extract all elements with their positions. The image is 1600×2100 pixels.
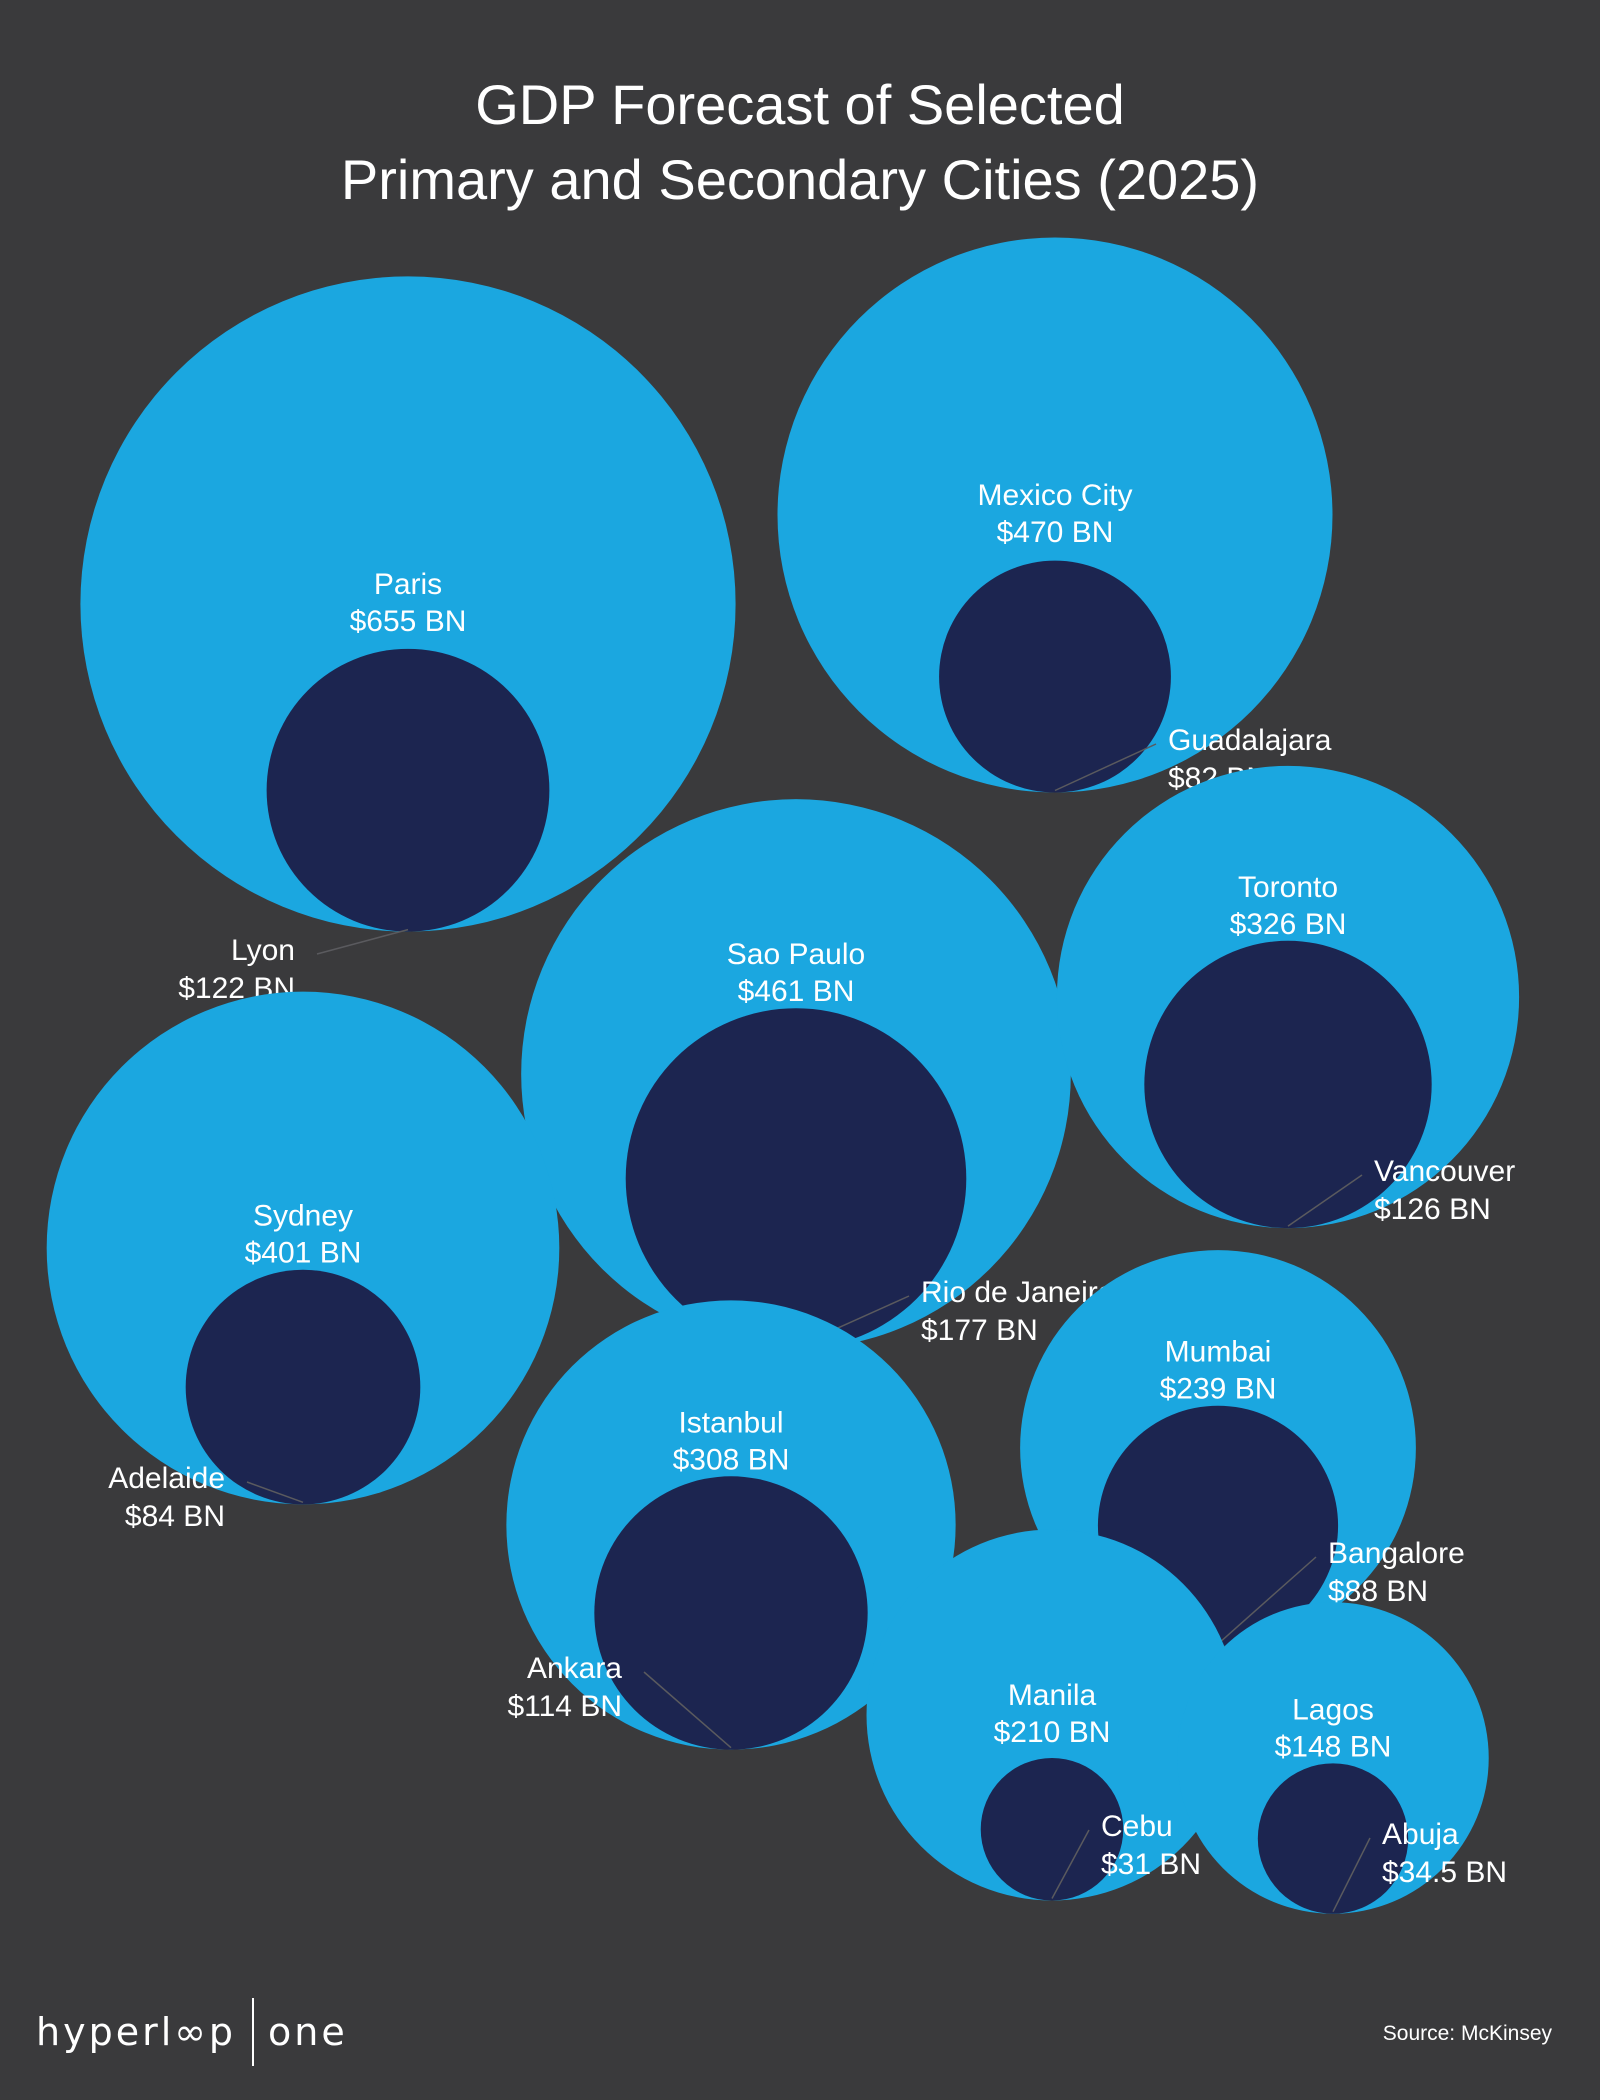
label-mexico-city-value: $470 BN xyxy=(997,516,1114,549)
label-ankara-name: Ankara xyxy=(527,1652,622,1685)
leader-line-ankara xyxy=(643,1671,732,1749)
label-lagos-name: Lagos xyxy=(1292,1693,1374,1726)
bubble-vancouver xyxy=(1144,940,1432,1229)
chart-title-line-2: Primary and Secondary Cities (2025) xyxy=(340,148,1260,211)
label-vancouver-value: $126 BN xyxy=(1374,1193,1491,1226)
leader-line-guadalajara xyxy=(1054,743,1157,792)
hyperloop-one-logo: hyperl∞p one xyxy=(36,1996,348,2068)
bubble-adelaide xyxy=(185,1269,421,1505)
bubble-abuja xyxy=(1257,1763,1409,1914)
label-sydney-name: Sydney xyxy=(253,1200,353,1233)
logo-divider xyxy=(252,1998,255,2066)
label-guadalajara-name: Guadalajara xyxy=(1168,724,1332,757)
label-abuja-name: Abuja xyxy=(1382,1818,1459,1851)
bubble-lagos xyxy=(1177,1602,1489,1914)
leader-line-lyon xyxy=(316,928,409,955)
leader-line-vancouver xyxy=(1287,1174,1363,1227)
label-lyon-name: Lyon xyxy=(231,934,295,967)
label-mumbai-value: $239 BN xyxy=(1160,1373,1277,1406)
logo-wordmark-left: hyperl∞p xyxy=(36,2010,237,2054)
label-sao-paulo-value: $461 BN xyxy=(738,975,855,1008)
bubble-ankara xyxy=(594,1476,868,1750)
leader-line-bangalore xyxy=(1217,1556,1317,1645)
label-rio-de-janeiro-value: $177 BN xyxy=(921,1314,1038,1347)
bubble-rio-de-janeiro xyxy=(625,1008,967,1349)
bubble-guadalajara xyxy=(939,560,1171,793)
label-manila-value: $210 BN xyxy=(994,1716,1111,1749)
label-bangalore-value: $88 BN xyxy=(1328,1575,1428,1608)
label-vancouver-name: Vancouver xyxy=(1374,1155,1515,1188)
label-toronto-name: Toronto xyxy=(1238,871,1338,904)
label-abuja-value: $34.5 BN xyxy=(1382,1856,1507,1889)
label-paris-value: $655 BN xyxy=(350,605,467,638)
bubble-mexico-city xyxy=(777,237,1333,793)
label-istanbul-name: Istanbul xyxy=(678,1406,783,1439)
source-note: Source: McKinsey xyxy=(1382,2022,1552,2045)
chart-title-line-1: GDP Forecast of Selected xyxy=(475,73,1125,136)
leader-line-abuja xyxy=(1332,1837,1371,1913)
logo-wordmark-right: one xyxy=(268,2010,348,2054)
label-mexico-city-name: Mexico City xyxy=(977,479,1132,512)
label-bangalore-name: Bangalore xyxy=(1328,1537,1465,1570)
label-manila-name: Manila xyxy=(1008,1679,1097,1712)
bubble-paris xyxy=(80,276,736,932)
label-mumbai-name: Mumbai xyxy=(1165,1336,1272,1369)
label-toronto-value: $326 BN xyxy=(1230,908,1347,941)
label-istanbul-value: $308 BN xyxy=(673,1443,790,1476)
bubble-cebu xyxy=(980,1757,1124,1901)
bubble-lyon xyxy=(266,648,550,932)
label-rio-de-janeiro-name: Rio de Janeiro xyxy=(921,1276,1114,1309)
label-ankara-value: $114 BN xyxy=(507,1690,622,1723)
label-sao-paulo-name: Sao Paulo xyxy=(727,938,865,971)
label-paris-name: Paris xyxy=(374,568,442,601)
label-sydney-value: $401 BN xyxy=(245,1237,362,1270)
label-cebu-name: Cebu xyxy=(1101,1810,1173,1843)
label-adelaide-value: $84 BN xyxy=(125,1500,225,1533)
label-cebu-value: $31 BN xyxy=(1101,1848,1201,1881)
leader-line-adelaide xyxy=(246,1481,304,1504)
bubble-sydney xyxy=(46,991,560,1505)
label-adelaide-name: Adelaide xyxy=(108,1462,225,1495)
label-lagos-value: $148 BN xyxy=(1275,1730,1392,1763)
leader-line-cebu xyxy=(1051,1829,1090,1899)
bubble-manila xyxy=(866,1529,1238,1901)
